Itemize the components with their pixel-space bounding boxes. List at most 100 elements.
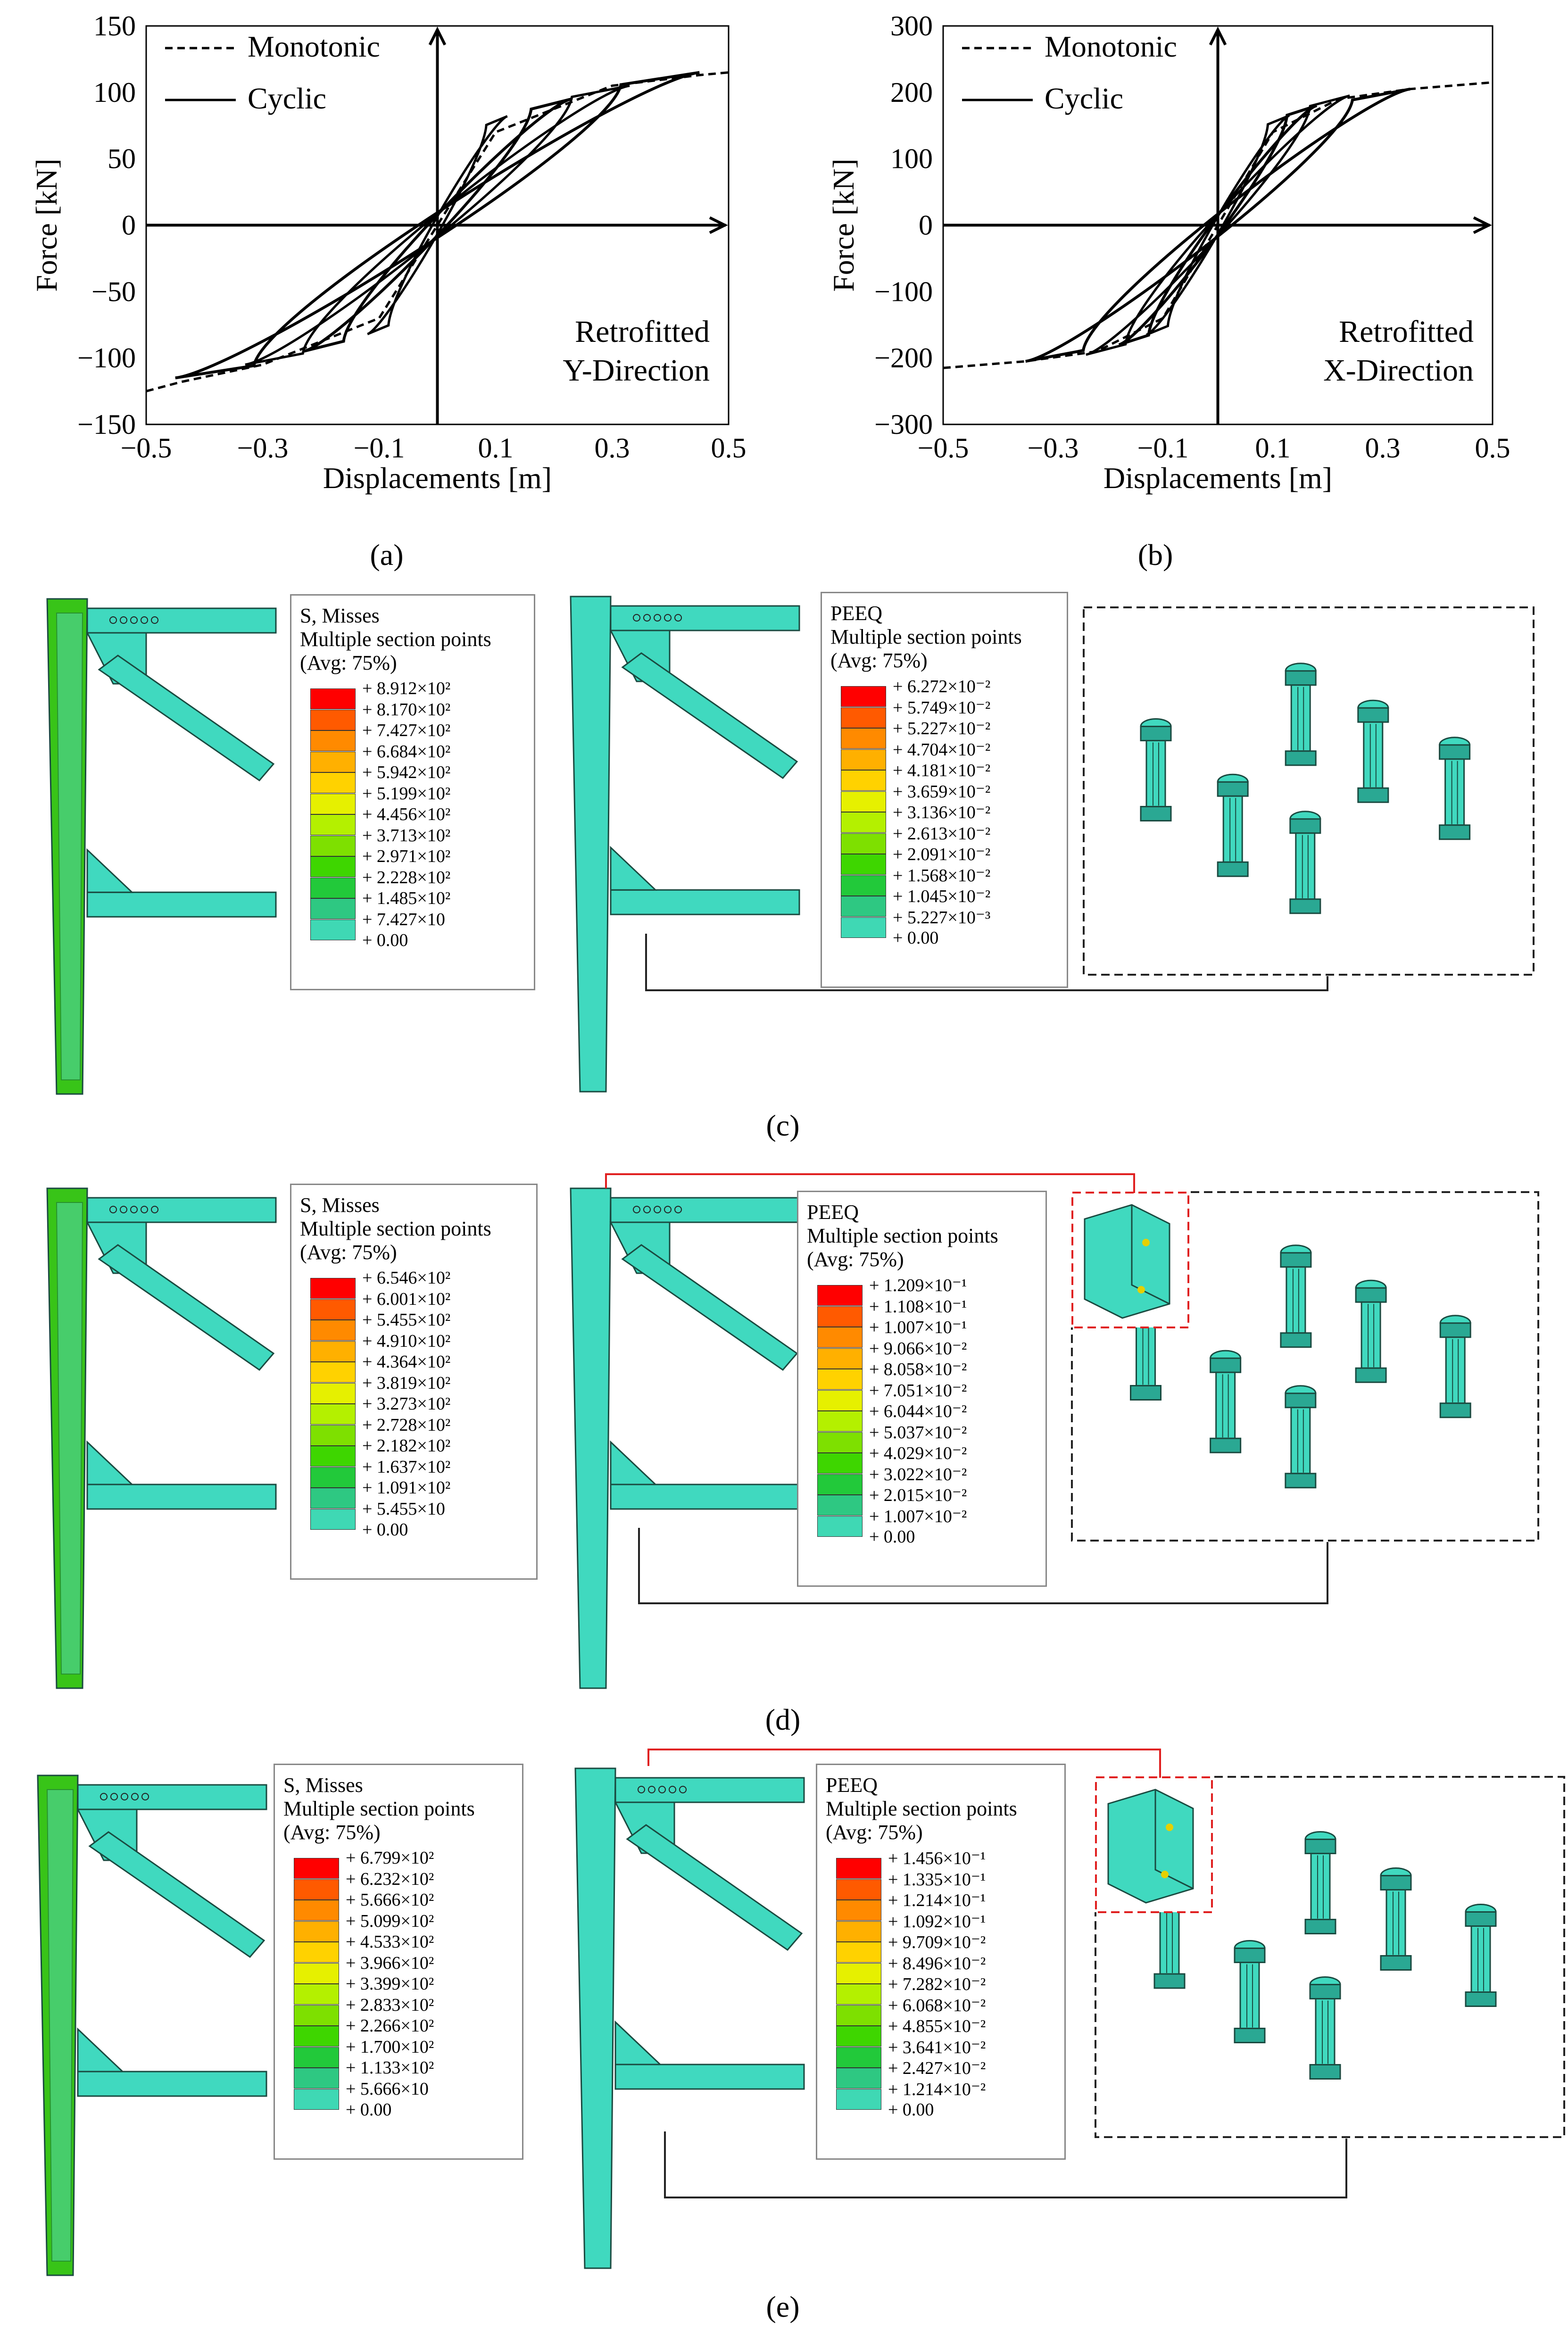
legend-value: + 5.199×10²	[362, 783, 451, 804]
caption-b-text: (b)	[1137, 538, 1173, 572]
bolt-shank	[1315, 1998, 1336, 2065]
bolt-head-side	[1439, 744, 1471, 760]
bolt-hole-icon	[121, 1793, 128, 1800]
diagonal-brace-member	[98, 655, 275, 782]
direction-annotation: Y-Direction	[563, 353, 710, 388]
legend-color-swatch	[310, 1299, 356, 1320]
legend-value: + 5.455×10	[362, 1499, 445, 1519]
bolt-hole-icon	[151, 1206, 158, 1213]
legend-value: + 1.335×10⁻¹	[888, 1869, 986, 1890]
legend-color-swatch	[817, 1390, 863, 1411]
legend-color-swatch	[294, 1963, 339, 1984]
y-axis-arrow-icon	[1209, 26, 1227, 46]
bolt-cylinder-icon	[1289, 811, 1321, 914]
bolt-hole-icon	[110, 1793, 118, 1800]
y-tick-label: 150	[93, 10, 136, 41]
x-tick-label: 0.1	[478, 432, 514, 464]
legend-value: + 0.00	[362, 1520, 408, 1540]
legend-color-swatch	[836, 2089, 881, 2110]
column-member	[570, 1187, 612, 1689]
bolt-hole-icon	[130, 616, 138, 624]
bolt-shank	[1444, 758, 1465, 826]
legend-color-swatch	[310, 1341, 356, 1362]
connection-inset-model	[1084, 1204, 1170, 1319]
legend-value: + 6.272×10⁻²	[893, 677, 991, 696]
upper-beam-member	[86, 607, 277, 634]
legend-value: + 2.427×10⁻²	[888, 2058, 986, 2078]
chart-a-plot: −0.5 −0.3 −0.1 0.1 0.3 0.5 150 100 50 0 −50 −100 −15…	[30, 10, 747, 495]
bolt-head-side	[1217, 781, 1249, 797]
yield-spot-icon	[1166, 1824, 1173, 1831]
lower-gusset-plate	[77, 2027, 124, 2073]
x-tick-label: −0.1	[354, 432, 405, 464]
bolt-shank	[1290, 1407, 1311, 1475]
bolt-hole-icon	[120, 1206, 127, 1213]
legend-value: + 8.496×10⁻²	[888, 1953, 986, 1973]
legend-value: + 2.228×10²	[362, 867, 451, 887]
bolt-shank	[1239, 1962, 1260, 2029]
bolt-head-side	[1304, 1839, 1336, 1854]
legend-title: S, Misses	[300, 1194, 380, 1217]
legend-color-swatch	[836, 1879, 881, 1900]
legend-monotonic-label: Monotonic	[248, 30, 380, 63]
bolt-head-side	[1280, 1252, 1312, 1268]
y-tick-label: 200	[890, 77, 933, 108]
y-tick-label: −300	[874, 409, 933, 440]
bolt-detail-group	[1070, 1191, 1539, 1542]
caption-d-text: (d)	[765, 1703, 801, 1736]
x-tick-label: 0.5	[711, 432, 747, 464]
legend-value: + 6.001×10²	[362, 1289, 451, 1309]
legend-value: + 0.00	[362, 930, 408, 950]
bolt-hole-icon	[654, 1206, 661, 1213]
y-tick-label: −100	[77, 342, 136, 373]
legend-avg: (Avg: 75%)	[283, 1821, 381, 1844]
legend-value: + 5.227×10⁻³	[893, 907, 991, 928]
x-tick-label: −0.1	[1137, 432, 1189, 464]
contour-legend-d_stress: S, Misses Multiple section points (Avg: 75…	[290, 1184, 538, 1580]
bolt-nut	[1217, 861, 1249, 877]
legend-value: + 6.684×10²	[362, 741, 451, 762]
legend-title: PEEQ	[807, 1201, 859, 1224]
legend-sub: Multiple section points	[283, 1797, 475, 1820]
diagonal-brace-member	[98, 1244, 275, 1371]
legend-value: + 3.022×10⁻²	[869, 1464, 967, 1484]
legend-value: + 2.015×10⁻²	[869, 1485, 967, 1505]
bolt-cylinder-icon	[1140, 718, 1172, 821]
x-tick-label: 0.5	[1475, 432, 1510, 464]
legend-color-swatch	[310, 1509, 356, 1530]
legend-value: + 5.666×10	[346, 2079, 429, 2099]
legend-value: + 9.066×10⁻²	[869, 1338, 967, 1359]
legend-color-swatch	[310, 856, 356, 877]
legend-value: + 7.051×10⁻²	[869, 1380, 967, 1401]
bolt-hole-icon	[131, 1793, 139, 1800]
legend-color-swatch	[817, 1495, 863, 1516]
connection-inset-edge	[1154, 1790, 1194, 1890]
y-tick-label: 50	[108, 143, 136, 174]
lower-beam-member	[610, 889, 800, 915]
contour-legend-d_peeq: PEEQ Multiple section points (Avg: 75%) + 1…	[797, 1191, 1047, 1587]
bolt-nut	[1439, 1402, 1471, 1418]
legend-value: + 7.427×10²	[362, 721, 451, 740]
legend-color-swatch	[817, 1516, 863, 1537]
contour-legend-e_stress: S, Misses Multiple section points (Avg: 75…	[274, 1764, 523, 2160]
legend-color-swatch	[836, 2047, 881, 2068]
upper-beam-member	[610, 605, 800, 631]
legend-color-swatch	[294, 1858, 339, 1879]
legend-color-swatch	[294, 2047, 339, 2068]
chart-b: −0.5 −0.3 −0.1 0.1 0.3 0.5 300 200 100 0 −100 −200 −…	[827, 10, 1510, 495]
legend-color-swatch	[817, 1432, 863, 1453]
bolt-shank	[1363, 721, 1384, 789]
legend-color-swatch	[836, 1942, 881, 1963]
legend-sub: Multiple section points	[300, 628, 491, 651]
contour-legend-c_peeq: PEEQ Multiple section points (Avg: 75%) + 6…	[821, 592, 1068, 988]
legend-value: + 3.713×10²	[362, 825, 451, 846]
legend-value: + 5.099×10²	[346, 1911, 434, 1931]
legend-cyclic-label: Cyclic	[248, 82, 326, 115]
bolt-head-side	[1140, 726, 1172, 741]
bolt-nut	[1234, 2028, 1266, 2043]
legend-color-swatch	[310, 751, 356, 772]
y-tick-label: −100	[874, 276, 933, 307]
legend-avg: (Avg: 75%)	[826, 1821, 923, 1844]
legend-color-swatch	[310, 1488, 356, 1509]
legend-color-swatch	[310, 898, 356, 919]
